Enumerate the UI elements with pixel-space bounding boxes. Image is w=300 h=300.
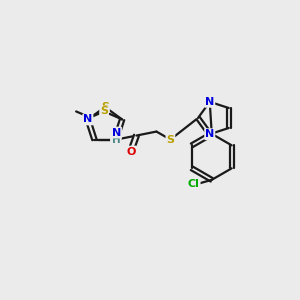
Text: N: N <box>205 129 214 139</box>
Text: N: N <box>111 135 120 145</box>
Text: S: S <box>100 106 108 116</box>
Text: S: S <box>167 135 174 145</box>
Text: N: N <box>83 114 92 124</box>
Text: Cl: Cl <box>188 179 200 189</box>
Text: N: N <box>205 97 214 107</box>
Text: N: N <box>112 128 121 138</box>
Text: H: H <box>112 135 121 145</box>
Text: O: O <box>127 147 136 157</box>
Text: S: S <box>101 102 109 112</box>
